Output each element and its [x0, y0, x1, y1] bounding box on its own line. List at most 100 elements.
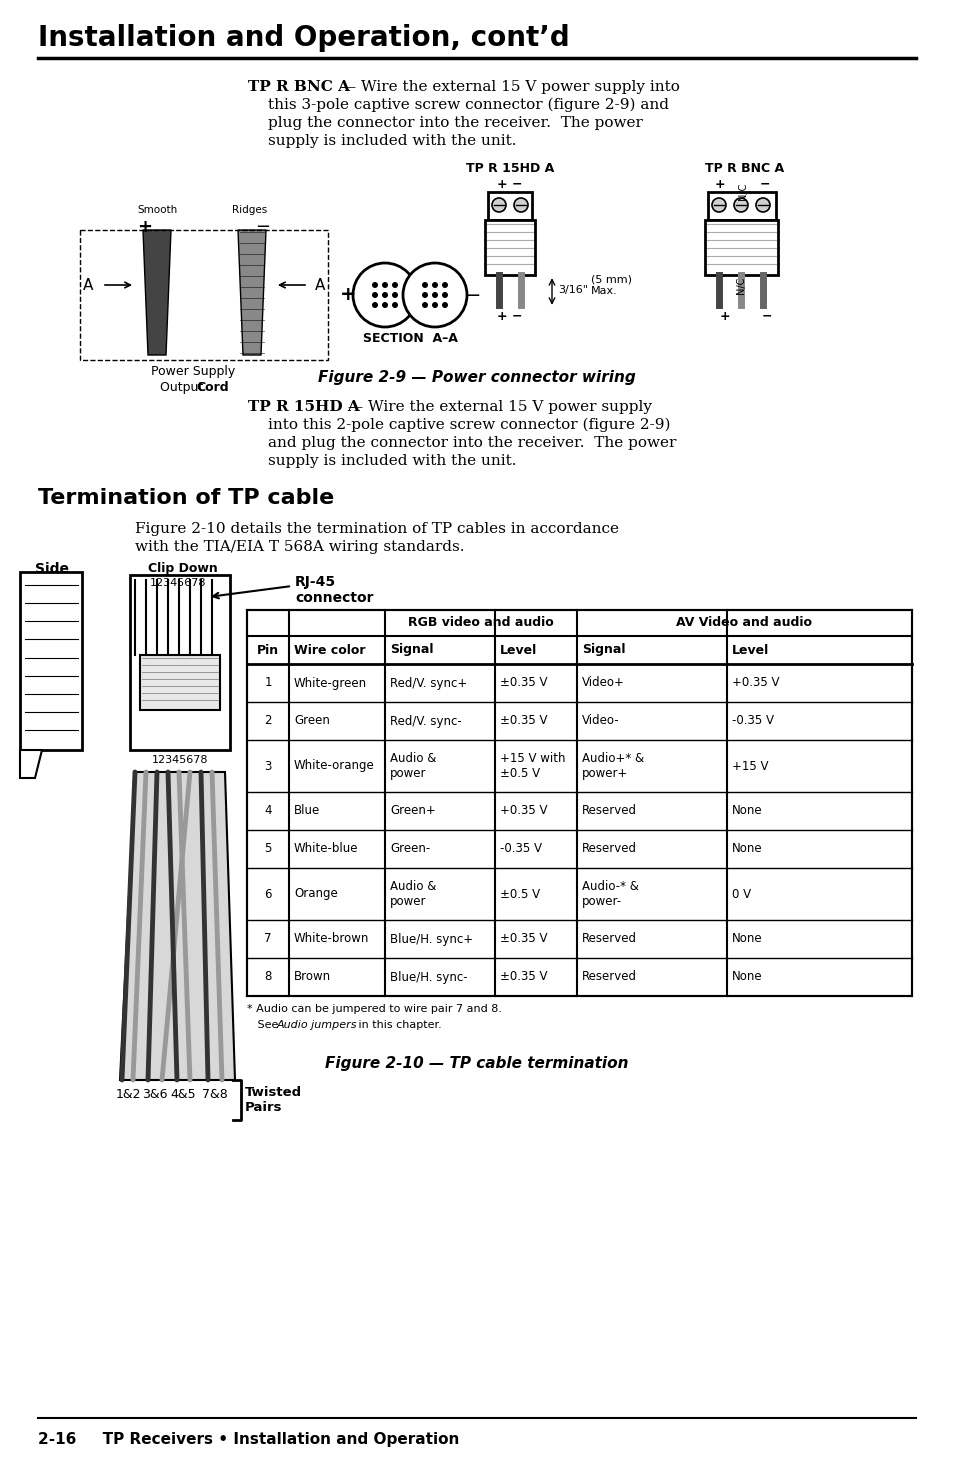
- Text: ±0.35 V: ±0.35 V: [499, 714, 547, 727]
- Text: 3: 3: [264, 760, 272, 773]
- Text: +: +: [339, 286, 355, 304]
- Text: 8: 8: [264, 971, 272, 984]
- Text: Figure 2-10 — TP cable termination: Figure 2-10 — TP cable termination: [325, 1056, 628, 1071]
- Text: +0.35 V: +0.35 V: [499, 804, 547, 817]
- Circle shape: [392, 302, 397, 308]
- Text: 3&6: 3&6: [142, 1089, 168, 1100]
- Text: * Audio can be jumpered to wire pair 7 and 8.: * Audio can be jumpered to wire pair 7 a…: [247, 1004, 501, 1013]
- Text: supply is included with the unit.: supply is included with the unit.: [268, 454, 516, 468]
- Circle shape: [441, 282, 448, 288]
- Text: Audio &
power: Audio & power: [390, 881, 436, 909]
- Circle shape: [381, 282, 388, 288]
- Text: +15 V with
±0.5 V: +15 V with ±0.5 V: [499, 752, 565, 780]
- Text: TP R BNC A: TP R BNC A: [704, 162, 783, 176]
- Text: connector: connector: [294, 591, 374, 605]
- Text: Smooth: Smooth: [138, 205, 178, 215]
- Text: ±0.35 V: ±0.35 V: [499, 932, 547, 945]
- Text: 5: 5: [264, 842, 272, 855]
- Text: −: −: [255, 218, 271, 236]
- Text: Ridges: Ridges: [233, 205, 268, 215]
- Polygon shape: [143, 230, 171, 355]
- Circle shape: [755, 198, 769, 212]
- Text: in this chapter.: in this chapter.: [355, 1021, 441, 1030]
- Text: Audio-* &
power-: Audio-* & power-: [581, 881, 639, 909]
- Text: ±0.5 V: ±0.5 V: [499, 888, 539, 901]
- Bar: [484, 220, 535, 274]
- Polygon shape: [20, 572, 82, 749]
- Text: with the TIA/EIA T 568A wiring standards.: with the TIA/EIA T 568A wiring standards…: [135, 540, 464, 555]
- Text: SECTION  A–A: SECTION A–A: [362, 332, 456, 345]
- Text: Wire color: Wire color: [294, 643, 365, 656]
- Text: AV Video and audio: AV Video and audio: [676, 617, 812, 630]
- Circle shape: [711, 198, 725, 212]
- Text: — Wire the external 15 V power supply: — Wire the external 15 V power supply: [343, 400, 651, 414]
- Text: 12345678: 12345678: [152, 755, 208, 766]
- Text: Green-: Green-: [390, 842, 430, 855]
- Text: Red/V. sync-: Red/V. sync-: [390, 714, 461, 727]
- Text: Green: Green: [294, 714, 330, 727]
- Circle shape: [733, 198, 747, 212]
- Text: Power Supply: Power Supply: [151, 364, 234, 378]
- Text: 6: 6: [264, 888, 272, 901]
- Bar: [140, 655, 220, 709]
- Text: TP R BNC A: TP R BNC A: [248, 80, 350, 94]
- Text: Pin: Pin: [256, 643, 279, 656]
- Bar: [247, 611, 911, 996]
- Text: −: −: [760, 310, 771, 323]
- Bar: [130, 575, 230, 749]
- Text: White-green: White-green: [294, 677, 367, 689]
- Circle shape: [514, 198, 527, 212]
- Text: Green+: Green+: [390, 804, 436, 817]
- Text: RGB video and audio: RGB video and audio: [408, 617, 554, 630]
- Text: Installation and Operation, cont’d: Installation and Operation, cont’d: [38, 24, 569, 52]
- Text: 12345678: 12345678: [150, 578, 206, 589]
- Text: N/C: N/C: [735, 276, 745, 294]
- Bar: [704, 220, 778, 274]
- Polygon shape: [20, 749, 42, 777]
- Text: 7&8: 7&8: [202, 1089, 228, 1100]
- Text: +15 V: +15 V: [731, 760, 768, 773]
- Text: + −: + −: [497, 310, 522, 323]
- Text: See: See: [247, 1021, 281, 1030]
- Text: +: +: [714, 178, 724, 190]
- Polygon shape: [120, 771, 234, 1080]
- Circle shape: [492, 198, 505, 212]
- Text: 1: 1: [264, 677, 272, 689]
- Circle shape: [421, 282, 428, 288]
- Text: Side: Side: [35, 562, 69, 577]
- Text: (5 mm)
Max.: (5 mm) Max.: [590, 274, 631, 296]
- Text: Output: Output: [160, 381, 207, 394]
- Text: Video+: Video+: [581, 677, 624, 689]
- Text: Orange: Orange: [294, 888, 337, 901]
- Text: Blue/H. sync-: Blue/H. sync-: [390, 971, 467, 984]
- Text: 0 V: 0 V: [731, 888, 750, 901]
- Text: Twisted
Pairs: Twisted Pairs: [245, 1086, 302, 1114]
- Circle shape: [441, 302, 448, 308]
- Text: Reserved: Reserved: [581, 842, 637, 855]
- Circle shape: [372, 282, 377, 288]
- Text: Termination of TP cable: Termination of TP cable: [38, 488, 334, 507]
- Text: + −: + −: [497, 178, 522, 190]
- Text: +: +: [137, 218, 152, 236]
- Text: 2-16     TP Receivers • Installation and Operation: 2-16 TP Receivers • Installation and Ope…: [38, 1432, 459, 1447]
- Circle shape: [381, 292, 388, 298]
- Text: A: A: [83, 277, 93, 292]
- Text: this 3-pole captive screw connector (figure 2-9) and: this 3-pole captive screw connector (fig…: [268, 97, 668, 112]
- Text: ±0.35 V: ±0.35 V: [499, 971, 547, 984]
- Text: 4: 4: [264, 804, 272, 817]
- Text: Cord: Cord: [195, 381, 229, 394]
- Text: A: A: [314, 277, 325, 292]
- Text: −: −: [759, 178, 769, 190]
- Text: White-blue: White-blue: [294, 842, 358, 855]
- Bar: [80, 230, 328, 360]
- Text: Audio &
power: Audio & power: [390, 752, 436, 780]
- Circle shape: [432, 302, 437, 308]
- Text: Brown: Brown: [294, 971, 331, 984]
- Text: 1&2: 1&2: [115, 1089, 141, 1100]
- Circle shape: [392, 292, 397, 298]
- Circle shape: [381, 302, 388, 308]
- Text: ±0.35 V: ±0.35 V: [499, 677, 547, 689]
- Text: -0.35 V: -0.35 V: [731, 714, 773, 727]
- Text: Level: Level: [499, 643, 537, 656]
- Text: Level: Level: [731, 643, 768, 656]
